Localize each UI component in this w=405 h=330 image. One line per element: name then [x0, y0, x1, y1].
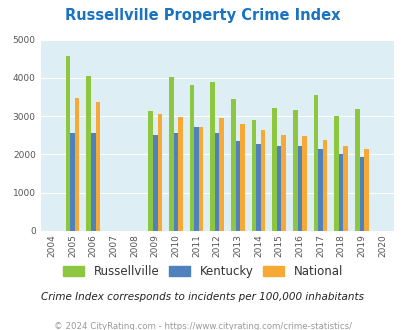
- Bar: [363, 149, 368, 231]
- Bar: [301, 136, 306, 231]
- Bar: [91, 133, 95, 231]
- Bar: [66, 56, 70, 231]
- Bar: [251, 120, 256, 231]
- Bar: [292, 111, 297, 231]
- Bar: [173, 133, 178, 231]
- Bar: [322, 140, 326, 231]
- Bar: [219, 118, 224, 231]
- Bar: [297, 146, 301, 231]
- Bar: [272, 108, 276, 231]
- Bar: [260, 130, 265, 231]
- Text: © 2024 CityRating.com - https://www.cityrating.com/crime-statistics/: © 2024 CityRating.com - https://www.city…: [54, 322, 351, 330]
- Bar: [281, 135, 285, 231]
- Bar: [318, 149, 322, 231]
- Text: Crime Index corresponds to incidents per 100,000 inhabitants: Crime Index corresponds to incidents per…: [41, 292, 364, 302]
- Bar: [70, 133, 75, 231]
- Bar: [338, 154, 343, 231]
- Bar: [153, 135, 157, 231]
- Bar: [75, 98, 79, 231]
- Bar: [239, 124, 244, 231]
- Bar: [359, 157, 363, 231]
- Bar: [189, 85, 194, 231]
- Bar: [86, 76, 91, 231]
- Bar: [168, 77, 173, 231]
- Bar: [157, 114, 162, 231]
- Bar: [194, 127, 198, 231]
- Bar: [210, 82, 214, 231]
- Bar: [354, 109, 359, 231]
- Text: Russellville Property Crime Index: Russellville Property Crime Index: [65, 8, 340, 23]
- Bar: [148, 111, 153, 231]
- Bar: [333, 116, 338, 231]
- Bar: [256, 144, 260, 231]
- Bar: [214, 133, 219, 231]
- Bar: [276, 147, 281, 231]
- Bar: [343, 146, 347, 231]
- Legend: Russellville, Kentucky, National: Russellville, Kentucky, National: [59, 262, 346, 282]
- Bar: [230, 99, 235, 231]
- Bar: [198, 127, 203, 231]
- Bar: [235, 141, 239, 231]
- Bar: [95, 102, 100, 231]
- Bar: [178, 117, 182, 231]
- Bar: [313, 95, 318, 231]
